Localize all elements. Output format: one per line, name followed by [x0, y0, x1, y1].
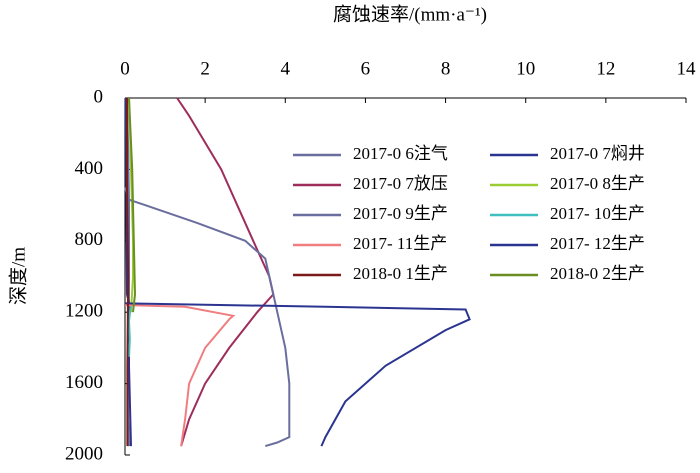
- depth-tick-label: 2000: [65, 443, 103, 464]
- rate-tick-label: 8: [441, 58, 451, 79]
- legend-label: 2017-0 6注气: [353, 144, 448, 163]
- series-line: [126, 98, 130, 447]
- depth-tick-label: 1600: [65, 372, 103, 393]
- legend-label: 2017-0 9生产: [353, 204, 448, 223]
- series-line: [127, 303, 132, 357]
- legend-label: 2018-0 1生产: [353, 264, 448, 283]
- series-line: [128, 97, 137, 313]
- legend-label: 2017- 11生产: [353, 234, 447, 253]
- legend-label: 2017-0 8生产: [550, 174, 645, 193]
- rate-tick-label: 12: [596, 58, 615, 79]
- series-line: [124, 304, 236, 447]
- series-line: [124, 302, 471, 447]
- legend-label: 2017-0 7焖井: [550, 144, 645, 163]
- depth-tick-label: 1200: [65, 301, 103, 322]
- legend-label: 2018-0 2生产: [550, 264, 645, 283]
- series-line: [176, 97, 275, 447]
- legend-label: 2017-0 7放压: [353, 174, 448, 193]
- rate-tick-label: 4: [281, 58, 291, 79]
- rate-tick-label: 2: [200, 58, 210, 79]
- rate-tick-label: 0: [120, 58, 130, 79]
- rate-tick-label: 14: [677, 58, 697, 79]
- legend-label: 2017- 10生产: [550, 204, 645, 223]
- rate-tick-label: 10: [516, 58, 535, 79]
- depth-axis-title: 深度/m: [7, 247, 29, 305]
- rate-axis-title: 腐蚀速率/(mm·a⁻¹): [333, 3, 487, 25]
- depth-tick-label: 0: [94, 86, 104, 107]
- rate-tick-label: 6: [361, 58, 371, 79]
- depth-tick-label: 800: [75, 229, 104, 250]
- depth-tick-label: 400: [75, 158, 104, 179]
- series-line: [124, 186, 291, 448]
- legend-label: 2017- 12生产: [550, 234, 645, 253]
